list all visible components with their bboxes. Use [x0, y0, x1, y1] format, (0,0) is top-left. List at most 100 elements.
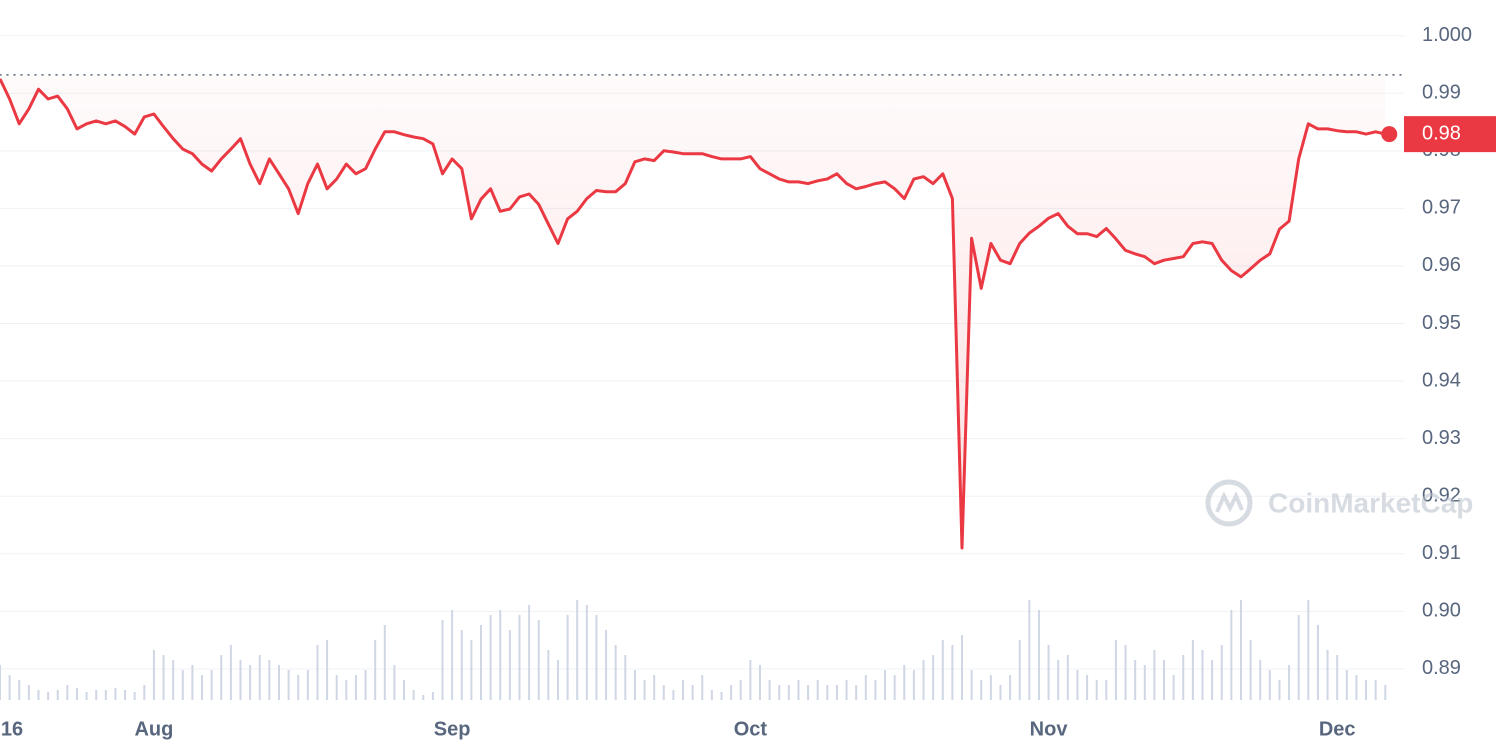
volume-bar	[1105, 680, 1108, 700]
volume-bar	[229, 645, 232, 700]
volume-bar	[1037, 610, 1040, 700]
volume-bar	[1374, 680, 1377, 700]
volume-bar	[1384, 685, 1387, 700]
x-tick-label: Sep	[434, 718, 471, 740]
volume-bar	[864, 675, 867, 700]
volume-bar	[1182, 655, 1185, 700]
volume-bar	[374, 640, 377, 700]
volume-bar	[1268, 670, 1271, 700]
volume-bar	[268, 660, 271, 700]
volume-bar	[1230, 610, 1233, 700]
y-tick-label: 0.90	[1422, 600, 1461, 622]
volume-bar	[297, 675, 300, 700]
volume-bar	[710, 690, 713, 700]
volume-bar	[1057, 660, 1060, 700]
volume-bar	[431, 692, 434, 700]
volume-bar	[566, 615, 569, 700]
volume-bar	[1365, 680, 1368, 700]
volume-bar	[0, 665, 1, 700]
volume-bar	[701, 675, 704, 700]
volume-bar	[451, 610, 454, 700]
volume-bar	[758, 665, 761, 700]
volume-bar	[104, 690, 107, 700]
volume-bar	[354, 675, 357, 700]
volume-bar	[1076, 670, 1079, 700]
price-badge-label: 0.98	[1422, 122, 1461, 144]
volume-bar	[1163, 660, 1166, 700]
price-line	[0, 78, 1386, 550]
volume-bar	[1259, 660, 1262, 700]
volume-bar	[460, 630, 463, 700]
volume-bar	[1307, 600, 1310, 700]
volume-bar	[239, 660, 242, 700]
volume-bar	[47, 692, 50, 700]
volume-bar	[1114, 640, 1117, 700]
volume-bar	[624, 655, 627, 700]
y-tick-label: 0.93	[1422, 427, 1461, 449]
volume-bar	[8, 675, 11, 700]
volume-bar	[480, 625, 482, 700]
price-dot	[1381, 126, 1398, 143]
volume-bar	[489, 615, 492, 700]
volume-bar	[1336, 655, 1339, 700]
y-tick-label: 0.89	[1422, 657, 1461, 679]
volume-bar	[220, 655, 223, 700]
volume-bar	[1018, 640, 1021, 700]
volume-bar	[1249, 640, 1252, 700]
volume-bar	[787, 685, 790, 700]
y-tick-label: 0.92	[1422, 484, 1461, 506]
volume-bar	[951, 645, 954, 700]
volume-bar	[114, 688, 117, 700]
volume-bar	[749, 660, 752, 700]
volume-bar	[1201, 650, 1204, 700]
volume-bar	[201, 675, 204, 700]
volume-bar	[884, 670, 887, 700]
volume-bar	[585, 605, 588, 700]
volume-bar	[133, 692, 136, 700]
volume-bar	[633, 670, 636, 700]
watermark-text: CoinMarketCap	[1268, 487, 1473, 518]
volume-bar	[1316, 625, 1319, 700]
price-area	[0, 74, 1386, 549]
volume-bar	[932, 655, 935, 700]
volume-bar	[162, 655, 165, 700]
volume-bar	[826, 685, 829, 700]
volume-bar	[27, 685, 30, 700]
watermark-logo-mark	[1215, 491, 1244, 513]
volume-bar	[1220, 645, 1223, 700]
volume-bar	[1124, 645, 1127, 700]
volume-bar	[547, 650, 550, 700]
volume-bar	[662, 685, 665, 700]
volume-bar	[537, 620, 540, 700]
volume-bar	[614, 645, 617, 700]
volume-bar	[672, 690, 675, 700]
price-badge	[1404, 116, 1496, 153]
volume-bar	[999, 685, 1002, 700]
volume-bar	[1009, 675, 1012, 700]
volume-bar	[528, 605, 531, 700]
volume-bar	[181, 670, 184, 700]
volume-bar	[730, 685, 733, 700]
volume-bar	[326, 640, 329, 700]
volume-bar	[1066, 655, 1069, 700]
volume-bar	[720, 692, 723, 700]
watermark-logo	[1205, 479, 1253, 527]
volume-bar	[85, 692, 88, 700]
volume-bar	[306, 670, 309, 700]
volume-bar	[258, 655, 261, 700]
volume-bar	[277, 665, 280, 700]
volume-bar	[768, 680, 771, 700]
volume-bar	[403, 680, 406, 700]
volume-bar	[807, 685, 810, 700]
volume-bar	[682, 680, 685, 700]
y-tick-label: 0.96	[1422, 254, 1461, 276]
volume-bar	[835, 685, 838, 700]
volume-bar	[95, 690, 98, 700]
volume-bar	[1153, 650, 1156, 700]
volume-bar	[778, 685, 781, 700]
volume-bar	[1028, 600, 1031, 700]
volume-bar	[499, 610, 502, 700]
volume-bar	[970, 670, 973, 700]
